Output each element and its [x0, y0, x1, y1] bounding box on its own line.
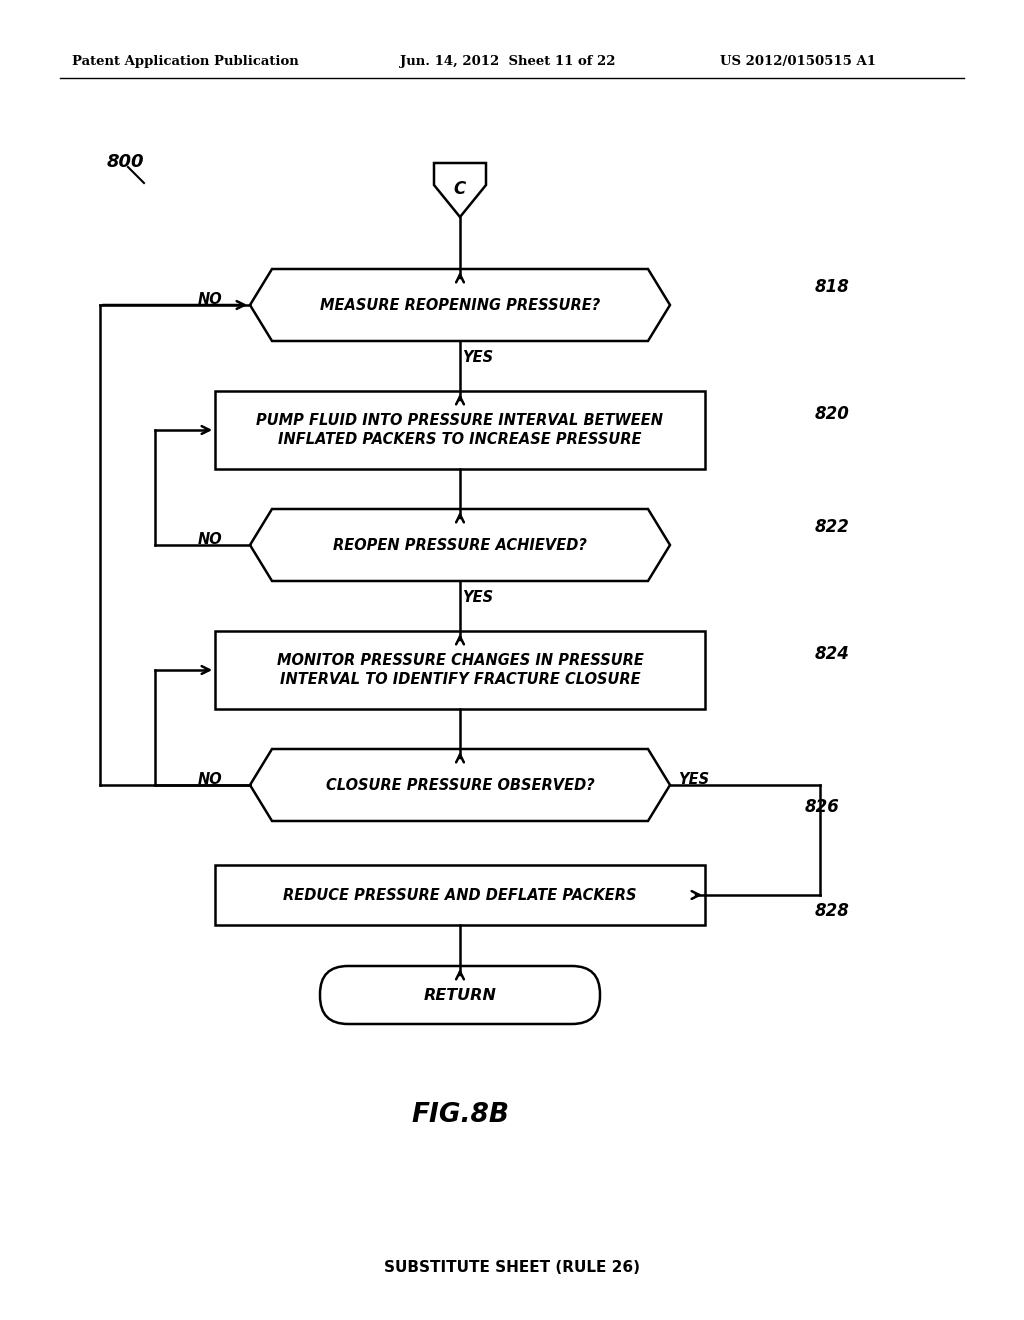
Text: 800: 800	[106, 153, 144, 172]
Text: NO: NO	[198, 771, 222, 787]
Polygon shape	[250, 510, 670, 581]
Text: RETURN: RETURN	[424, 987, 497, 1002]
Text: MONITOR PRESSURE CHANGES IN PRESSURE
INTERVAL TO IDENTIFY FRACTURE CLOSURE: MONITOR PRESSURE CHANGES IN PRESSURE INT…	[276, 652, 643, 688]
Text: NO: NO	[198, 532, 222, 546]
Text: 822: 822	[815, 517, 850, 536]
Text: C: C	[454, 180, 466, 198]
Bar	[215, 391, 705, 469]
Text: YES: YES	[463, 350, 494, 364]
Bar	[215, 631, 705, 709]
Text: REOPEN PRESSURE ACHIEVED?: REOPEN PRESSURE ACHIEVED?	[333, 537, 587, 553]
FancyBboxPatch shape	[319, 966, 600, 1024]
Polygon shape	[250, 748, 670, 821]
Text: Jun. 14, 2012  Sheet 11 of 22: Jun. 14, 2012 Sheet 11 of 22	[400, 55, 615, 69]
Text: 826: 826	[805, 799, 840, 816]
Text: CLOSURE PRESSURE OBSERVED?: CLOSURE PRESSURE OBSERVED?	[326, 777, 594, 792]
Bar	[215, 865, 705, 925]
Text: 818: 818	[815, 279, 850, 296]
Text: REDUCE PRESSURE AND DEFLATE PACKERS: REDUCE PRESSURE AND DEFLATE PACKERS	[284, 887, 637, 903]
Text: 828: 828	[815, 902, 850, 920]
Text: MEASURE REOPENING PRESSURE?: MEASURE REOPENING PRESSURE?	[319, 297, 600, 313]
Text: FIG.8B: FIG.8B	[411, 1102, 509, 1129]
Text: PUMP FLUID INTO PRESSURE INTERVAL BETWEEN
INFLATED PACKERS TO INCREASE PRESSURE: PUMP FLUID INTO PRESSURE INTERVAL BETWEE…	[256, 413, 664, 447]
Text: 824: 824	[815, 645, 850, 663]
Text: YES: YES	[463, 590, 494, 605]
Text: SUBSTITUTE SHEET (RULE 26): SUBSTITUTE SHEET (RULE 26)	[384, 1261, 640, 1275]
Text: 820: 820	[815, 405, 850, 422]
Polygon shape	[250, 269, 670, 341]
Text: NO: NO	[198, 292, 222, 306]
Polygon shape	[434, 162, 486, 216]
Text: US 2012/0150515 A1: US 2012/0150515 A1	[720, 55, 876, 69]
Text: YES: YES	[678, 771, 710, 787]
Text: Patent Application Publication: Patent Application Publication	[72, 55, 299, 69]
